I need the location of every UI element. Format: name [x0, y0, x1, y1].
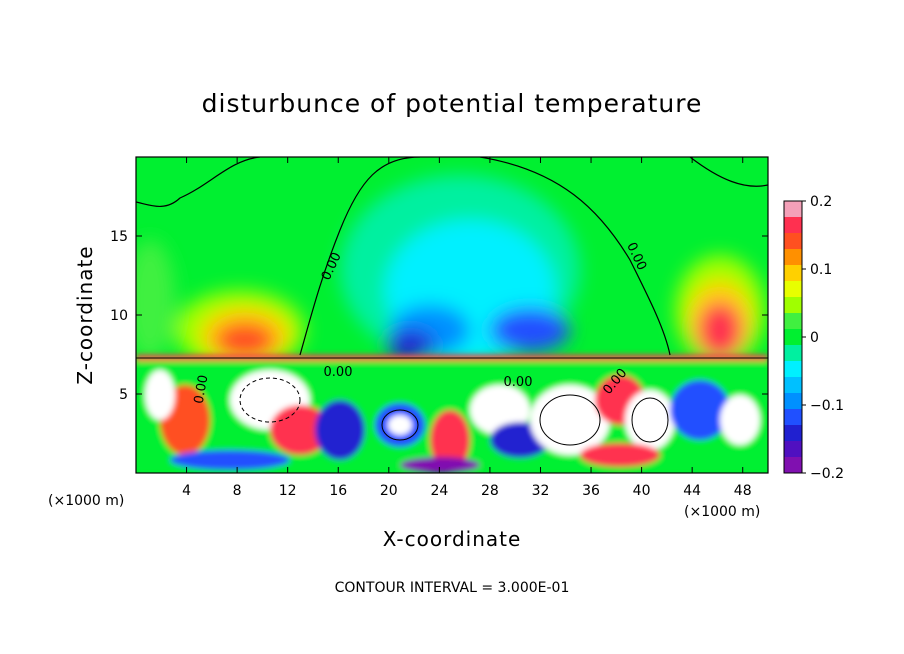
y-axis-label: Z-coordinate [73, 245, 97, 384]
y-tick-label: 15 [110, 229, 128, 245]
x-tick-label: 24 [430, 483, 448, 499]
colorbar-swatch [784, 425, 802, 442]
x-tick-label: 4 [182, 483, 191, 499]
x-tick-label: 32 [532, 483, 550, 499]
y-tick-label: 10 [110, 308, 128, 324]
colorbar-swatch [784, 457, 802, 474]
colorbar-swatch [784, 329, 802, 346]
x-tick-label: 16 [329, 483, 347, 499]
colorbar-swatch [784, 233, 802, 250]
contour-label: 0.00 [192, 374, 212, 405]
x-tick-label: 44 [683, 483, 701, 499]
x-tick-label: 40 [633, 483, 651, 499]
colorbar-tick-label: −0.2 [810, 466, 844, 482]
colorbar-swatch [784, 361, 802, 378]
x-tick-label: 28 [481, 483, 499, 499]
colorbar-swatch [784, 393, 802, 410]
colorbar-swatch [784, 249, 802, 266]
colorbar-swatch [784, 345, 802, 362]
colorbar [783, 200, 803, 474]
chart-title: disturbunce of potential temperature [202, 89, 703, 118]
y-axis: 5 10 15 [110, 229, 768, 403]
colorbar-swatch [784, 409, 802, 426]
colorbar-swatch [784, 441, 802, 458]
colorbar-tick-label: 0.2 [810, 194, 832, 210]
x-tick-label: 12 [279, 483, 297, 499]
y-tick-label: 5 [119, 387, 128, 403]
colorbar-swatch [784, 265, 802, 282]
x-unit-label-right: (×1000 m) [684, 504, 760, 520]
x-tick-label: 20 [380, 483, 398, 499]
contour-label: 0.00 [504, 375, 533, 390]
x-tick-label: 36 [582, 483, 600, 499]
colorbar-swatch [784, 201, 802, 218]
x-tick-label: 48 [734, 483, 752, 499]
colorbar-tick-label: −0.1 [810, 398, 844, 414]
colorbar-swatch [784, 281, 802, 298]
x-unit-label-left: (×1000 m) [48, 493, 124, 509]
x-axis: 4 8 12 16 20 24 28 32 36 40 44 48 [182, 157, 752, 499]
x-tick-label: 8 [233, 483, 242, 499]
colorbar-swatch [784, 297, 802, 314]
colorbar-tick-label: 0.1 [810, 262, 832, 278]
colorbar-swatch [784, 377, 802, 394]
colorbar-swatch [784, 313, 802, 330]
colorbar-swatch [784, 217, 802, 234]
contour-interval-note: CONTOUR INTERVAL = 3.000E-01 [335, 580, 570, 596]
colorbar-ticks: 0.2 0.1 0 −0.1 −0.2 [802, 194, 844, 482]
heatmap-field [136, 157, 768, 473]
x-axis-label: X-coordinate [383, 527, 522, 551]
contour-label: 0.00 [324, 365, 353, 380]
colorbar-tick-label: 0 [810, 330, 819, 346]
